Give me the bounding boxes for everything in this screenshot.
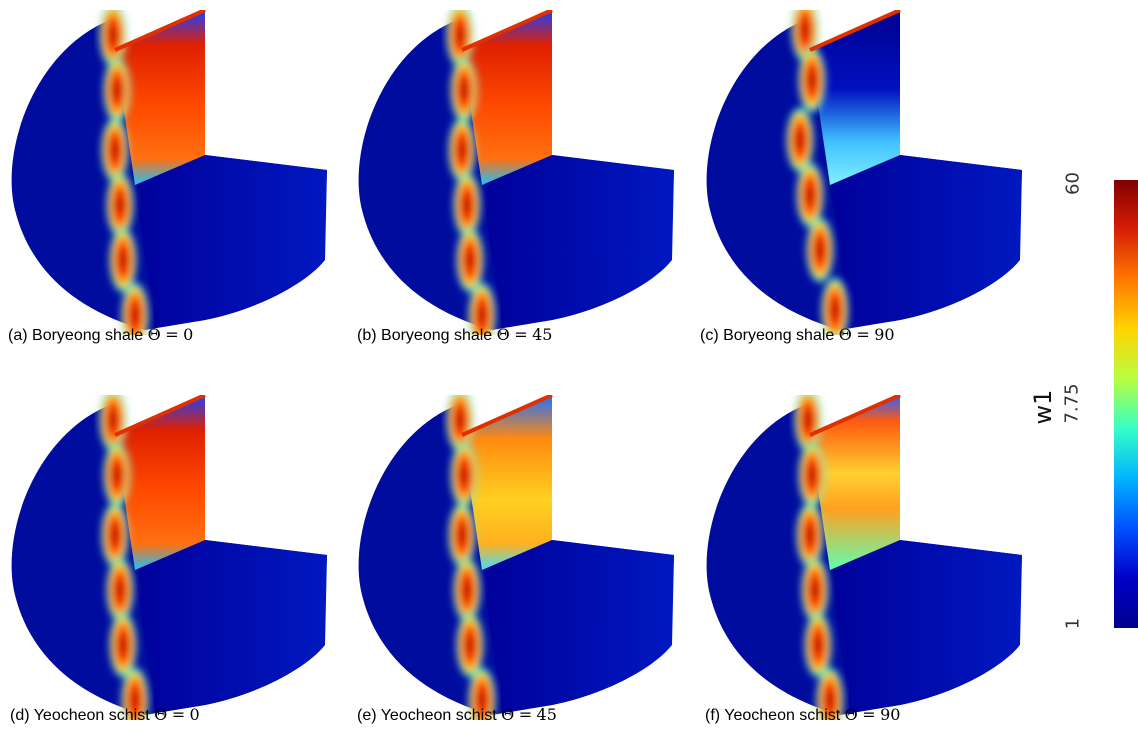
cut-plane — [810, 10, 900, 185]
cylinder-plot — [11, 10, 327, 335]
cylinder-plot — [358, 10, 674, 335]
figure-caption: (b) Boryeong shale Θ = 45 — [357, 325, 552, 345]
figure-caption: (c) Boryeong shale Θ = 90 — [700, 325, 895, 345]
caption-label: (f) — [705, 707, 721, 724]
top-edge — [809, 10, 901, 52]
figure-caption: (d) Yeocheon schist Θ = 0 — [10, 705, 200, 725]
caption-equals: = — [165, 325, 179, 344]
cut-plane — [810, 395, 900, 570]
cylinder-block — [482, 540, 674, 713]
caption-angle: 0 — [183, 325, 194, 344]
caption-theta: Θ — [501, 705, 515, 724]
top-edge — [114, 10, 206, 52]
cylinder-plot — [11, 395, 327, 720]
caption-theta: Θ — [147, 325, 161, 344]
caption-theta: Θ — [838, 325, 852, 344]
fracture-zone — [99, 10, 149, 335]
fracture-zone — [446, 10, 496, 335]
figure-panel — [5, 10, 335, 335]
cylinder-plot — [706, 10, 1022, 335]
figure-caption: (e) Yeocheon schist Θ = 45 — [357, 705, 557, 725]
cylinder-plot — [706, 395, 1022, 720]
cylinder-block — [135, 155, 327, 328]
caption-angle: 0 — [189, 705, 200, 724]
caption-label: (d) — [10, 707, 30, 724]
figure-caption: (f) Yeocheon schist Θ = 90 — [705, 705, 900, 725]
fracture-zone — [794, 395, 844, 720]
caption-angle: 45 — [536, 705, 557, 724]
fracture-zone — [446, 395, 496, 720]
cylinder-block — [830, 540, 1022, 713]
colorbar-gradient — [1114, 180, 1138, 628]
caption-theta: Θ — [496, 325, 510, 344]
fracture-zone — [99, 395, 149, 720]
colorbar-tick-min: 1 — [1062, 617, 1084, 630]
cylinder-block — [830, 155, 1022, 328]
top-edge — [461, 10, 553, 52]
cylinder-block — [135, 540, 327, 713]
cut-plane — [115, 395, 205, 570]
cut-plane — [462, 395, 552, 570]
caption-label: (e) — [357, 707, 377, 724]
caption-angle: 45 — [532, 325, 553, 344]
figure-panel — [5, 395, 335, 720]
cut-plane — [462, 10, 552, 185]
top-edge — [809, 395, 901, 437]
figure-panel — [700, 10, 1030, 335]
caption-equals: = — [862, 705, 876, 724]
figure-panel — [352, 395, 682, 720]
cylinder-block — [482, 155, 674, 328]
caption-material: Yeocheon schist — [33, 707, 150, 724]
caption-label: (c) — [700, 327, 719, 344]
figure-caption: (a) Boryeong shale Θ = 0 — [8, 325, 193, 345]
caption-material: Yeocheon schist — [380, 707, 497, 724]
cut-plane — [115, 10, 205, 185]
caption-material: Boryeong shale — [381, 327, 493, 344]
caption-angle: 90 — [880, 705, 901, 724]
caption-angle: 90 — [874, 325, 895, 344]
colorbar-tick-mid: 7.75 — [1061, 383, 1083, 424]
caption-theta: Θ — [844, 705, 858, 724]
figure-panel — [352, 10, 682, 335]
cylinder-plot — [358, 395, 674, 720]
caption-equals: = — [856, 325, 870, 344]
caption-material: Boryeong shale — [32, 327, 144, 344]
caption-label: (b) — [357, 327, 377, 344]
caption-material: Yeocheon schist — [724, 707, 841, 724]
top-edge — [114, 395, 206, 437]
colorbar-label: w1 — [1029, 389, 1057, 425]
caption-equals: = — [171, 705, 186, 724]
caption-equals: = — [518, 705, 533, 724]
caption-theta: Θ — [154, 705, 168, 724]
caption-material: Boryeong shale — [723, 327, 835, 344]
top-edge — [461, 395, 553, 437]
colorbar-tick-max: 60 — [1062, 172, 1084, 195]
caption-equals: = — [514, 325, 528, 344]
caption-label: (a) — [8, 327, 28, 344]
figure-panel — [700, 395, 1030, 720]
